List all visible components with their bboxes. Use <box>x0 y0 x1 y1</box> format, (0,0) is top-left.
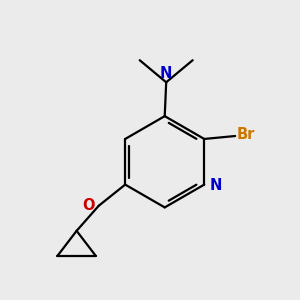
Text: Br: Br <box>237 127 255 142</box>
Text: N: N <box>209 178 222 193</box>
Text: N: N <box>160 66 172 81</box>
Text: O: O <box>82 198 95 213</box>
